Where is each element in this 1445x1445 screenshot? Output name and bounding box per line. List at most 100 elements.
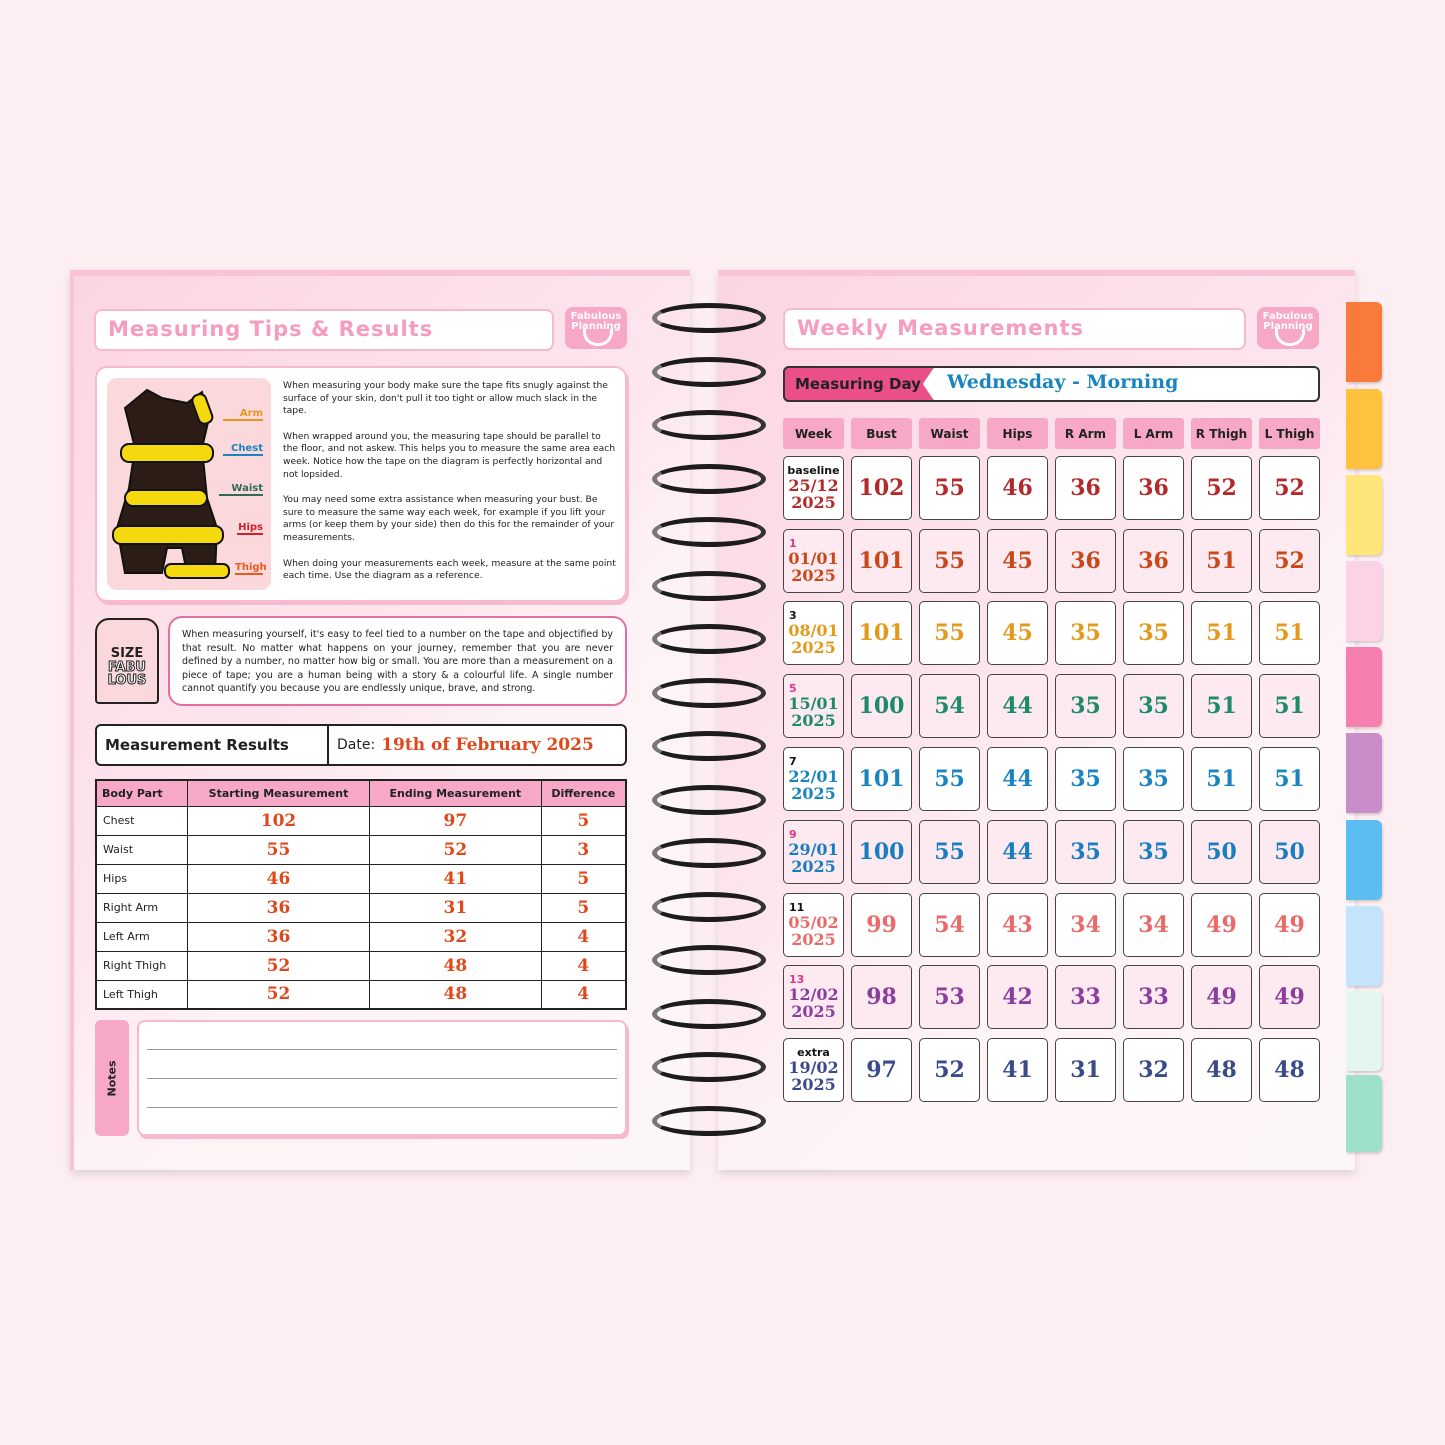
- measurement-cell[interactable]: 52: [1259, 456, 1320, 520]
- tips-text: When measuring your body make sure the t…: [283, 380, 618, 596]
- week-year: 2025: [791, 566, 836, 585]
- measurement-cell[interactable]: 35: [1055, 601, 1116, 665]
- section-tab[interactable]: [1346, 561, 1382, 641]
- spiral-ring: [652, 463, 766, 494]
- column-header: Difference: [540, 779, 627, 807]
- measurement-cell[interactable]: 35: [1123, 820, 1184, 884]
- column-header: Starting Measurement: [186, 779, 371, 807]
- week-cell: 1 01/01 2025: [783, 529, 844, 593]
- measurement-cell[interactable]: 51: [1259, 747, 1320, 811]
- measurement-cell[interactable]: 44: [987, 674, 1048, 738]
- body-measurement-diagram: Arm Chest Waist Hips Thigh: [107, 378, 271, 590]
- section-tab[interactable]: [1346, 906, 1382, 986]
- measurement-cell[interactable]: 101: [851, 529, 912, 593]
- column-header-bust: Bust: [851, 418, 912, 449]
- section-tab[interactable]: [1346, 389, 1382, 469]
- measurement-cell[interactable]: 48: [1191, 1038, 1252, 1102]
- measurement-cell[interactable]: 35: [1055, 674, 1116, 738]
- value-cell: 32: [369, 921, 542, 952]
- measurement-cell[interactable]: 97: [851, 1038, 912, 1102]
- measurement-cell[interactable]: 42: [987, 965, 1048, 1029]
- measurement-cell[interactable]: 49: [1259, 965, 1320, 1029]
- label-arm: Arm: [223, 408, 263, 421]
- measurement-cell[interactable]: 51: [1259, 674, 1320, 738]
- spiral-ring: [652, 624, 766, 654]
- measurement-cell[interactable]: 52: [1191, 456, 1252, 520]
- week-date: 08/01: [788, 621, 839, 640]
- section-tab[interactable]: [1346, 820, 1382, 900]
- section-tab[interactable]: [1346, 733, 1382, 813]
- measurement-cell[interactable]: 98: [851, 965, 912, 1029]
- measurement-cell[interactable]: 49: [1259, 893, 1320, 957]
- measurement-cell[interactable]: 32: [1123, 1038, 1184, 1102]
- measurement-cell[interactable]: 36: [1055, 456, 1116, 520]
- measurement-cell[interactable]: 46: [987, 456, 1048, 520]
- measurement-cell[interactable]: 51: [1191, 601, 1252, 665]
- measurement-cell[interactable]: 52: [1259, 529, 1320, 593]
- measuring-day-value: Wednesday - Morning: [947, 371, 1179, 393]
- table-row: Left Arm 36 32 4: [95, 921, 627, 952]
- section-tab[interactable]: [1346, 1075, 1382, 1152]
- measurement-cell[interactable]: 48: [1259, 1038, 1320, 1102]
- measurement-cell[interactable]: 101: [851, 747, 912, 811]
- measurement-cell[interactable]: 35: [1123, 601, 1184, 665]
- section-tab[interactable]: [1346, 475, 1382, 555]
- measurement-cell[interactable]: 31: [1055, 1038, 1116, 1102]
- measurement-cell[interactable]: 50: [1259, 820, 1320, 884]
- section-tab[interactable]: [1346, 302, 1382, 382]
- measurement-cell[interactable]: 43: [987, 893, 1048, 957]
- measurement-cell[interactable]: 49: [1191, 965, 1252, 1029]
- measurement-cell[interactable]: 55: [919, 529, 980, 593]
- measurement-cell[interactable]: 53: [919, 965, 980, 1029]
- week-cell: baseline 25/12 2025: [783, 456, 844, 520]
- measurement-cell[interactable]: 33: [1123, 965, 1184, 1029]
- spiral-ring: [652, 410, 766, 440]
- measurement-cell[interactable]: 55: [919, 747, 980, 811]
- measurement-cell[interactable]: 51: [1191, 747, 1252, 811]
- measurement-cell[interactable]: 35: [1055, 820, 1116, 884]
- measurement-cell[interactable]: 35: [1055, 747, 1116, 811]
- measurement-cell[interactable]: 49: [1191, 893, 1252, 957]
- measurement-cell[interactable]: 50: [1191, 820, 1252, 884]
- measurement-cell[interactable]: 55: [919, 601, 980, 665]
- measurement-cell[interactable]: 45: [987, 529, 1048, 593]
- measurement-cell[interactable]: 52: [919, 1038, 980, 1102]
- measuring-day-bar: Measuring Day Wednesday - Morning: [783, 366, 1320, 402]
- left-page-title: Measuring Tips & Results: [94, 309, 554, 351]
- measurement-cell[interactable]: 34: [1123, 893, 1184, 957]
- column-header-l-arm: L Arm: [1123, 418, 1184, 449]
- measurement-cell[interactable]: 102: [851, 456, 912, 520]
- column-header: Ending Measurement: [369, 779, 542, 807]
- measurement-cell[interactable]: 34: [1055, 893, 1116, 957]
- week-year: 2025: [791, 711, 836, 730]
- measurement-cell[interactable]: 54: [919, 674, 980, 738]
- section-tab[interactable]: [1346, 991, 1382, 1071]
- measurement-cell[interactable]: 55: [919, 820, 980, 884]
- measurement-cell[interactable]: 100: [851, 820, 912, 884]
- measurement-cell[interactable]: 44: [987, 820, 1048, 884]
- measurement-cell[interactable]: 100: [851, 674, 912, 738]
- measurement-cell[interactable]: 51: [1259, 601, 1320, 665]
- spiral-ring: [652, 356, 766, 387]
- measurement-cell[interactable]: 36: [1055, 529, 1116, 593]
- spiral-ring: [652, 677, 766, 708]
- measurement-cell[interactable]: 99: [851, 893, 912, 957]
- measurement-cell[interactable]: 51: [1191, 529, 1252, 593]
- measurement-cell[interactable]: 55: [919, 456, 980, 520]
- measurement-cell[interactable]: 54: [919, 893, 980, 957]
- notes-area[interactable]: [137, 1020, 627, 1136]
- measurement-cell[interactable]: 45: [987, 601, 1048, 665]
- measurement-cell[interactable]: 101: [851, 601, 912, 665]
- measurement-cell[interactable]: 36: [1123, 456, 1184, 520]
- measurement-cell[interactable]: 36: [1123, 529, 1184, 593]
- spiral-ring: [652, 1052, 766, 1082]
- week-date: 15/01: [788, 694, 839, 713]
- measurement-cell[interactable]: 44: [987, 747, 1048, 811]
- measurement-cell[interactable]: 41: [987, 1038, 1048, 1102]
- measurement-cell[interactable]: 51: [1191, 674, 1252, 738]
- table-row: Right Thigh 52 48 4: [95, 950, 627, 981]
- measurement-cell[interactable]: 35: [1123, 747, 1184, 811]
- section-tab[interactable]: [1346, 647, 1382, 727]
- measurement-cell[interactable]: 33: [1055, 965, 1116, 1029]
- measurement-cell[interactable]: 35: [1123, 674, 1184, 738]
